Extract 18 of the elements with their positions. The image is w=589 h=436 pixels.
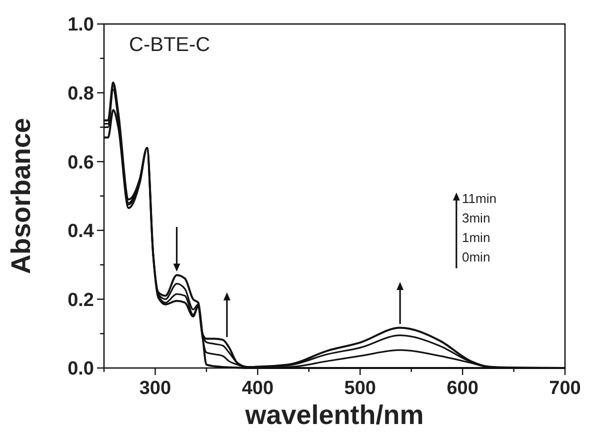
x-tick-label: 500 [344, 378, 376, 399]
x-tick-label: 600 [446, 378, 478, 399]
x-tick-label: 700 [549, 378, 581, 399]
x-axis-title: wavelenth/nm [244, 400, 424, 430]
y-tick-label: 0.2 [68, 290, 94, 311]
y-axis-title: Absorbance [6, 118, 36, 274]
y-tick-label: 0.4 [68, 221, 94, 242]
y-tick-label: 1.0 [68, 14, 94, 36]
x-tick-label: 400 [242, 378, 274, 399]
annotation: 1min [462, 230, 490, 245]
annotation: 3min [462, 210, 490, 226]
y-tick-label: 0.6 [68, 152, 94, 174]
y-tick-label: 0.8 [68, 83, 94, 104]
x-tick-label: 300 [139, 378, 172, 399]
y-tick-label: 0.0 [68, 358, 94, 380]
annotation: C-BTE-C [129, 34, 210, 56]
annotation: 11min [462, 191, 496, 206]
annotation: 0min [462, 250, 490, 264]
